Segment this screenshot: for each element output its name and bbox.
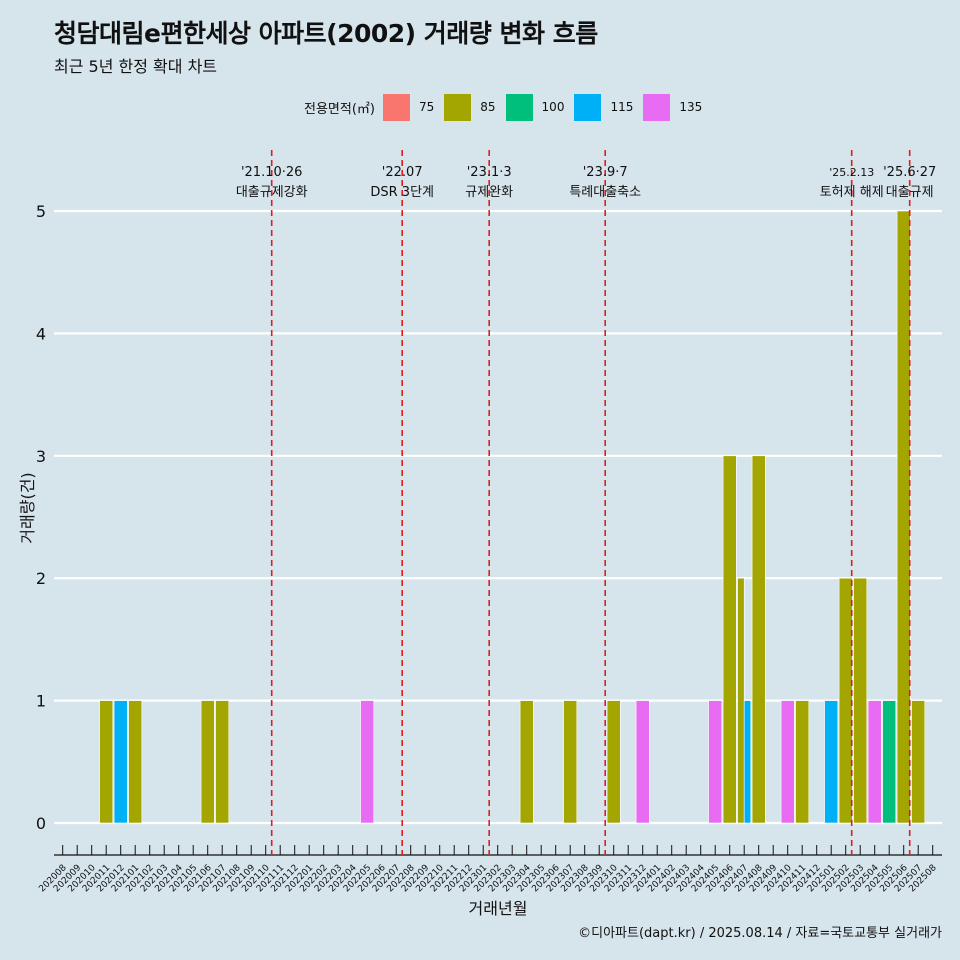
bar-202411-85 bbox=[795, 700, 810, 824]
legend-label-135: 135 bbox=[679, 100, 703, 114]
event-label-202502: 토허제 해제 bbox=[820, 185, 884, 200]
bar-202503-85 bbox=[853, 577, 868, 824]
bar-202506-85 bbox=[896, 210, 911, 824]
y-tick-label-3: 3 bbox=[36, 447, 46, 466]
event-label-202110: 대출규제강화 bbox=[236, 185, 308, 200]
legend-swatch-85 bbox=[444, 93, 472, 121]
event-label-202506: 대출규제 bbox=[886, 185, 934, 200]
bar-202307-85 bbox=[563, 700, 578, 824]
legend-label-75: 75 bbox=[418, 100, 435, 114]
event-label-202207: DSR 3단계 bbox=[370, 185, 434, 200]
chart-subtitle: 최근 5년 한정 확대 차트 bbox=[54, 57, 218, 76]
bar-202106-85 bbox=[200, 700, 215, 824]
bar-202205-135 bbox=[360, 700, 375, 824]
legend-label-100: 100 bbox=[541, 100, 565, 114]
bar-202101-85 bbox=[128, 700, 143, 824]
bar-202406-85 bbox=[722, 455, 737, 824]
legend-swatch-115 bbox=[574, 93, 602, 121]
bar-202501-115 bbox=[824, 700, 839, 824]
event-date-202207: '22.07 bbox=[382, 165, 423, 180]
legend-label-115: 115 bbox=[610, 100, 634, 114]
legend-label-85: 85 bbox=[480, 100, 496, 114]
event-label-202301: 규제완화 bbox=[465, 185, 513, 200]
y-tick-label-1: 1 bbox=[36, 692, 46, 711]
bar-202408-85 bbox=[751, 455, 766, 824]
legend: 전용면적(㎡) 75 85 100 115 135 bbox=[304, 93, 712, 121]
event-date-202110: '21.10·26 bbox=[241, 165, 302, 180]
bar-202507-85 bbox=[911, 700, 926, 824]
bar-202505-100 bbox=[882, 700, 897, 824]
bar-202107-85 bbox=[215, 700, 230, 824]
legend-item-85: 85 bbox=[444, 93, 496, 121]
source-caption: ©디아파트(dapt.kr) / 2025.08.14 / 자료=국토교통부 실… bbox=[578, 926, 942, 941]
bar-202310-85 bbox=[606, 700, 621, 824]
y-tick-label-2: 2 bbox=[36, 569, 46, 588]
x-axis-title: 거래년월 bbox=[469, 899, 528, 918]
y-tick-label-5: 5 bbox=[36, 202, 46, 221]
bar-202407-115 bbox=[743, 700, 752, 824]
bar-202012-115 bbox=[113, 700, 128, 824]
bar-202312-135 bbox=[635, 700, 650, 824]
bar-202304-85 bbox=[519, 700, 534, 824]
bar-202504-135 bbox=[867, 700, 882, 824]
legend-title: 전용면적(㎡) bbox=[304, 101, 375, 117]
event-date-202301: '23.1·3 bbox=[467, 165, 512, 180]
bar-202410-135 bbox=[780, 700, 795, 824]
legend-item-75: 75 bbox=[382, 93, 435, 121]
legend-swatch-135 bbox=[643, 93, 671, 121]
bar-202011-85 bbox=[99, 700, 114, 824]
legend-swatch-100 bbox=[505, 93, 533, 121]
legend-item-115: 115 bbox=[574, 93, 634, 121]
legend-item-135: 135 bbox=[643, 93, 703, 121]
legend-item-100: 100 bbox=[505, 93, 565, 121]
event-date-202506: '25.6·27 bbox=[883, 165, 936, 180]
event-date-202502: '25.2.13 bbox=[829, 166, 874, 179]
event-date-202309: '23.9·7 bbox=[583, 165, 628, 180]
chart-title: 청담대림e편한세상 아파트(2002) 거래량 변화 흐름 bbox=[54, 19, 598, 48]
y-tick-label-0: 0 bbox=[36, 814, 46, 833]
bar-202502-85 bbox=[838, 577, 853, 824]
y-axis-title: 거래량(건) bbox=[18, 472, 37, 543]
legend-swatch-75 bbox=[382, 93, 410, 121]
bar-202405-135 bbox=[708, 700, 723, 824]
event-label-202309: 특례대출축소 bbox=[569, 185, 641, 200]
y-tick-label-4: 4 bbox=[36, 324, 46, 343]
bar-202407-85 bbox=[737, 577, 745, 824]
